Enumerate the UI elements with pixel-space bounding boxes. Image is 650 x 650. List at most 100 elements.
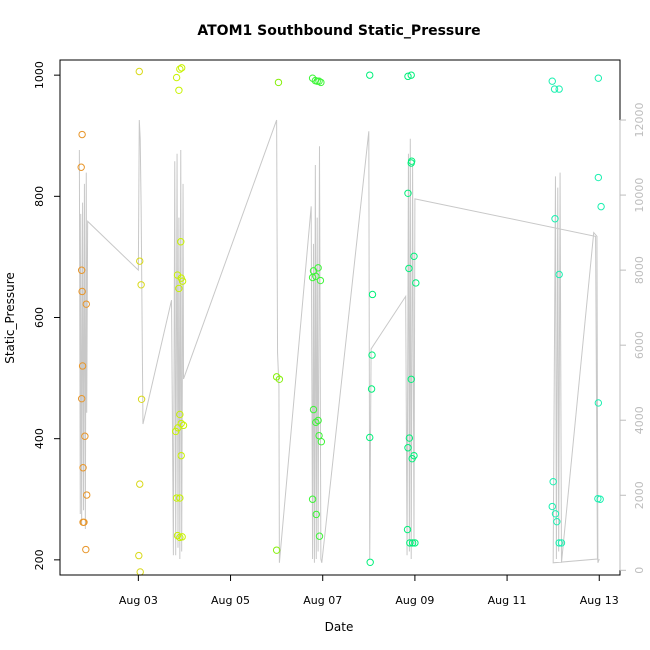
data-point-day6-5	[366, 558, 374, 566]
data-point-day7-9	[555, 539, 563, 547]
data-point-day2-5	[135, 551, 143, 560]
data-point-day1-12	[82, 300, 90, 308]
data-point-day1-4	[78, 362, 87, 370]
data-point-day6-7	[407, 71, 415, 79]
y-tick-label-0: 200	[33, 549, 46, 570]
data-point-day5-10	[309, 405, 318, 414]
data-point-day6-2	[368, 351, 376, 359]
data-point-day1-8	[80, 518, 88, 526]
data-point-day6-21	[408, 539, 417, 547]
data-point-day3-16	[176, 494, 184, 502]
data-point-day6-22	[411, 539, 419, 547]
x-axis: Aug 03 Aug 05 Aug 07 Aug 09 Aug 11 Aug 13	[119, 574, 619, 607]
data-point-day3-8	[178, 277, 187, 285]
data-point-day6-18	[408, 454, 416, 463]
right-y-axis: 0 2000 4000 6000 8000 10000 12000	[619, 103, 646, 574]
y-tick-label-4: 1000	[33, 61, 46, 89]
right-y-tick-label-2: 4000	[633, 406, 646, 434]
y-tick-label-2: 600	[33, 307, 46, 328]
data-point-day6-16	[404, 444, 412, 452]
x-tick-label-0: Aug 03	[119, 594, 158, 607]
data-point-day7-3	[551, 215, 559, 223]
data-point-day6-1	[368, 290, 377, 299]
right-y-tick-label-6: 12000	[633, 103, 646, 138]
data-point-day6-4	[366, 433, 374, 442]
data-point-day3-4	[177, 238, 185, 246]
data-point-day7-11	[594, 74, 603, 82]
data-point-day6-6	[404, 72, 412, 81]
data-point-day7-10	[557, 539, 566, 547]
data-point-day5-3	[315, 77, 323, 85]
data-point-day1-11	[83, 491, 91, 499]
right-y-tick-label-3: 6000	[633, 331, 646, 359]
y-axis: 200 400 600 800 1000	[33, 61, 61, 570]
data-point-day3-19	[178, 533, 186, 541]
right-y-tick-label-1: 2000	[633, 481, 646, 509]
data-point-day3-14	[177, 451, 185, 460]
data-point-day5-8	[312, 272, 320, 280]
points-layer	[77, 64, 605, 576]
chart-title: ATOM1 Southbound Static_Pressure	[197, 23, 480, 39]
data-point-day4-0	[274, 78, 283, 87]
x-tick-label-2: Aug 07	[303, 594, 342, 607]
data-point-day1-3	[78, 287, 86, 296]
data-point-day7-2	[555, 85, 563, 93]
data-point-day5-14	[317, 438, 326, 446]
x-tick-label-3: Aug 09	[395, 594, 434, 607]
data-point-day6-0	[366, 71, 374, 79]
data-point-day2-6	[136, 568, 144, 576]
data-point-day5-7	[308, 273, 317, 282]
data-point-day4-2	[275, 375, 284, 383]
data-point-day5-12	[314, 416, 322, 425]
data-point-day5-17	[315, 532, 324, 540]
data-point-day7-12	[594, 173, 603, 182]
data-point-day2-2	[137, 281, 145, 289]
data-point-day1-5	[77, 394, 86, 403]
data-point-day1-2	[77, 266, 86, 274]
data-point-day6-9	[407, 159, 415, 167]
data-point-day7-13	[597, 202, 605, 211]
data-point-day1-1	[77, 163, 85, 171]
data-point-day3-0	[172, 73, 181, 82]
plot-frame	[59, 59, 621, 576]
x-tick-label-1: Aug 05	[211, 594, 250, 607]
data-point-day3-15	[172, 494, 181, 502]
x-tick-label-4: Aug 11	[488, 594, 527, 607]
data-point-day6-13	[412, 279, 420, 287]
data-point-day3-2	[177, 64, 186, 72]
data-point-day1-0	[78, 130, 86, 139]
data-point-day7-1	[550, 85, 559, 93]
data-point-day3-6	[175, 284, 183, 293]
right-y-tick-label-5: 10000	[633, 178, 646, 213]
data-point-day7-8	[553, 517, 561, 526]
data-point-day5-4	[317, 78, 325, 87]
data-point-day7-7	[551, 510, 560, 518]
data-point-day3-1	[176, 65, 184, 73]
data-point-day6-12	[405, 264, 413, 273]
data-point-day7-5	[549, 477, 557, 486]
data-point-day1-9	[81, 432, 89, 440]
data-point-day5-9	[316, 276, 325, 285]
data-point-day1-6	[79, 464, 87, 472]
line-layer	[78, 119, 600, 564]
right-y-tick-label-0: 0	[633, 567, 646, 574]
data-point-day7-4	[555, 270, 563, 279]
data-point-day5-16	[312, 510, 320, 519]
y-tick-label-1: 400	[33, 428, 46, 449]
data-point-day6-10	[404, 189, 412, 197]
y-tick-label-3: 800	[33, 186, 46, 207]
y-axis-label: Static_Pressure	[3, 272, 17, 364]
data-point-day7-0	[548, 77, 556, 85]
data-point-day3-3	[175, 86, 183, 94]
data-point-day5-6	[314, 264, 322, 272]
data-point-day6-14	[407, 375, 415, 383]
data-point-day7-6	[548, 502, 556, 511]
data-point-day3-17	[173, 531, 182, 540]
x-tick-label-5: Aug 13	[580, 594, 619, 607]
x-axis-label: Date	[325, 620, 354, 634]
data-point-day6-20	[406, 539, 414, 547]
data-point-day6-15	[405, 434, 414, 442]
data-point-day2-4	[136, 480, 144, 488]
